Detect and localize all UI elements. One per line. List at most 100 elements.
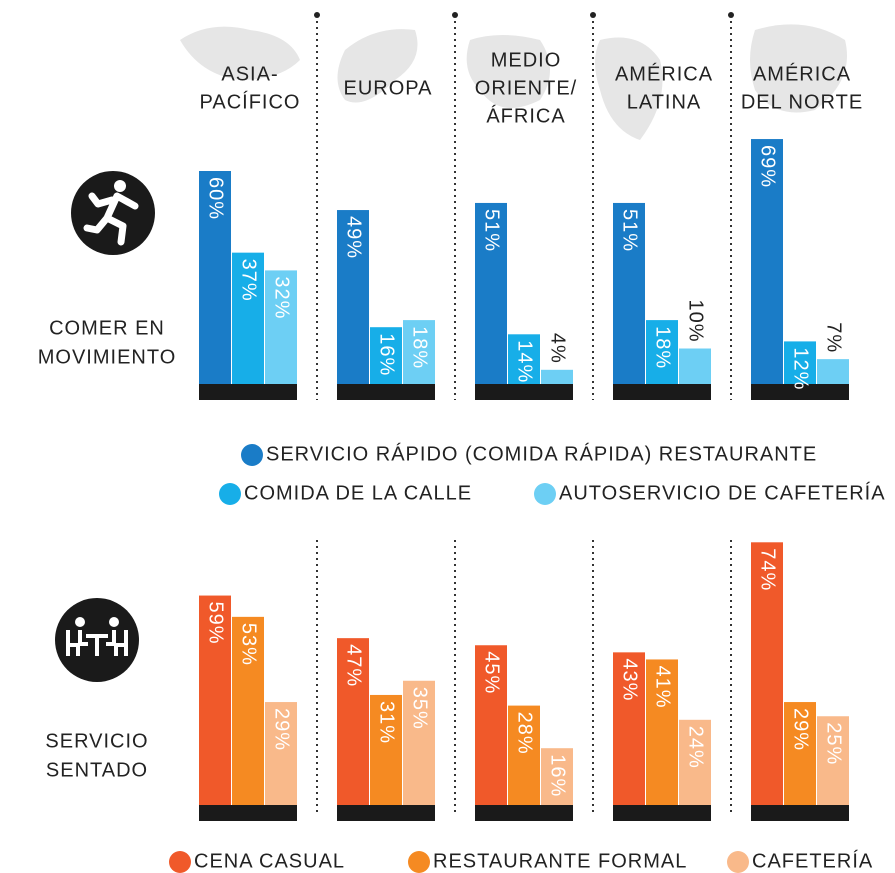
value-label: 16% [547, 754, 569, 797]
runner-icon [71, 171, 155, 255]
bar [541, 748, 573, 805]
region-label: ASIA- [221, 63, 278, 85]
value-label: 69% [757, 145, 779, 188]
bar [613, 652, 645, 805]
value-label: 47% [343, 644, 365, 687]
value-label: 25% [823, 722, 845, 765]
bar [646, 320, 678, 384]
bar [370, 694, 402, 805]
value-label: 41% [652, 665, 674, 708]
baseline-bar [337, 384, 435, 400]
bar [232, 252, 264, 384]
value-label: 16% [376, 333, 398, 376]
value-label: 10% [685, 299, 707, 342]
baseline-bar [751, 805, 849, 821]
region-label: AMÉRICA [753, 62, 851, 85]
value-label: 4% [547, 333, 569, 364]
value-label: 35% [409, 687, 431, 730]
value-label: 60% [205, 177, 227, 220]
baseline-bar [199, 384, 297, 400]
bar [403, 320, 435, 384]
bar [199, 171, 231, 384]
value-label: 53% [238, 623, 260, 666]
value-label: 29% [271, 708, 293, 751]
legend-label: COMIDA DE LA CALLE [244, 482, 472, 504]
baseline-bar [751, 384, 849, 400]
legend-label: CAFETERÍA [752, 849, 873, 872]
bar [508, 334, 540, 384]
chart-title: MOVIMIENTO [38, 346, 177, 368]
region-label: DEL NORTE [741, 91, 863, 113]
value-label: 51% [619, 209, 641, 252]
bar [646, 659, 678, 805]
baseline-bar [337, 805, 435, 821]
divider-dot [728, 12, 734, 18]
dividers [314, 12, 734, 812]
baseline-bar [199, 805, 297, 821]
chart-title: COMER EN [49, 317, 165, 339]
value-label: 12% [790, 347, 812, 390]
chart-title: SENTADO [46, 759, 148, 781]
baseline-bar [475, 805, 573, 821]
chart-title: SERVICIO [45, 730, 148, 752]
divider-dot [314, 12, 320, 18]
bar [541, 369, 573, 384]
region-label: ORIENTE/ [475, 77, 577, 99]
bar [751, 542, 783, 805]
legend-label: RESTAURANTE FORMAL [433, 850, 687, 872]
bar [337, 638, 369, 805]
value-label: 18% [652, 326, 674, 369]
region-label: LATINA [627, 91, 702, 113]
value-label: 29% [790, 708, 812, 751]
value-label: 31% [376, 701, 398, 744]
bar [679, 348, 711, 384]
legend-swatch [241, 444, 263, 466]
divider-dot [452, 12, 458, 18]
bar [817, 359, 849, 384]
legend-swatch [727, 851, 749, 873]
value-label: 28% [514, 712, 536, 755]
map-background [180, 24, 847, 140]
bar [751, 139, 783, 384]
bar [475, 202, 507, 384]
bar [232, 616, 264, 805]
bar [508, 705, 540, 805]
legend-label: AUTOSERVICIO DE CAFETERÍA [559, 481, 886, 504]
region-label: EUROPA [344, 77, 433, 99]
bar [370, 327, 402, 384]
value-label: 49% [343, 216, 365, 259]
value-label: 32% [271, 276, 293, 319]
divider-dot [590, 12, 596, 18]
legend-swatch [169, 851, 191, 873]
legend-swatch [219, 483, 241, 505]
diner-icon [55, 598, 139, 682]
value-label: 14% [514, 340, 536, 383]
value-label: 59% [205, 602, 227, 645]
region-label: MEDIO [491, 49, 562, 71]
bar [817, 716, 849, 805]
value-label: 18% [409, 326, 431, 369]
bar [337, 210, 369, 384]
value-label: 24% [685, 726, 707, 769]
bar [199, 595, 231, 805]
legend-swatch [534, 483, 556, 505]
legend-label: SERVICIO RÁPIDO (COMIDA RÁPIDA) RESTAURA… [266, 442, 817, 465]
value-label: 74% [757, 548, 779, 591]
legend-label: CENA CASUAL [194, 850, 345, 872]
value-label: 7% [823, 322, 845, 353]
bar [784, 341, 816, 384]
baseline-bar [475, 384, 573, 400]
value-label: 43% [619, 658, 641, 701]
region-label: AMÉRICA [615, 62, 713, 85]
bar [265, 702, 297, 805]
bar [265, 270, 297, 384]
region-label: PACÍFICO [200, 90, 301, 113]
value-label: 45% [481, 651, 503, 694]
bar [613, 202, 645, 384]
bar [679, 719, 711, 805]
bar [403, 680, 435, 805]
bar [475, 645, 507, 805]
region-label: ÁFRICA [486, 104, 565, 127]
